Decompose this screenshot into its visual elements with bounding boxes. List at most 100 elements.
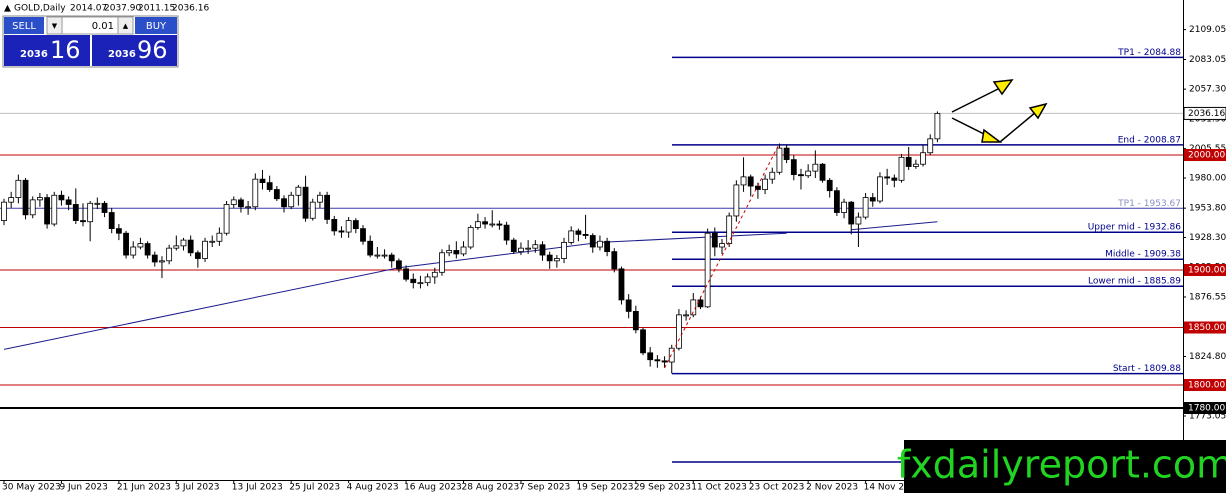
candle-body: [482, 221, 488, 225]
candle-body: [503, 224, 510, 241]
candle-body: [295, 186, 302, 196]
arrow-head: [992, 79, 1014, 96]
sell-price-box[interactable]: [4, 35, 90, 66]
candle-body: [22, 179, 29, 216]
candle-body: [115, 228, 122, 234]
x-tick-label: 13 Jul 2023: [232, 483, 283, 493]
candle-body: [510, 239, 517, 253]
arrow: [951, 87, 1001, 113]
candle-body: [654, 359, 661, 362]
x-tick-label: 16 Aug 2023: [404, 483, 462, 493]
candle-body: [259, 178, 266, 184]
x-tick-label: 21 Jun 2023: [117, 483, 171, 493]
fib-label: Upper mid - 1932.86: [1088, 223, 1182, 233]
price-tag: [1184, 264, 1226, 277]
candle-body: [58, 194, 65, 201]
buy-button[interactable]: [135, 17, 177, 34]
x-tick-label: 29 Sep 2023: [634, 483, 691, 493]
candle-body: [216, 232, 223, 242]
candle-body: [525, 247, 532, 250]
sell-price-small: 16: [50, 36, 81, 64]
header-open: 2014.07: [70, 4, 107, 14]
header-high: 2037.90: [104, 4, 141, 14]
candle-body: [101, 202, 108, 213]
candle-body: [15, 179, 22, 198]
candle-body: [546, 254, 553, 262]
header-low: 2011.15: [138, 4, 175, 14]
candle-body: [151, 254, 158, 263]
candle-body: [647, 352, 654, 361]
candle-body: [37, 197, 43, 201]
x-tick-label: 11 Oct 2023: [691, 483, 747, 493]
candle-body: [776, 147, 783, 173]
x-tick-label: 19 Sep 2023: [576, 483, 633, 493]
candle-body: [884, 176, 891, 179]
candle-body: [72, 204, 79, 221]
fib-label: TP1 - 2084.88: [1117, 48, 1181, 58]
candle-body: [819, 163, 826, 181]
lot-up[interactable]: [117, 16, 134, 35]
moving-average: [3, 232, 787, 350]
candle-body: [281, 198, 287, 208]
candle-body: [388, 254, 395, 262]
candle-body: [783, 147, 790, 161]
price-tag-label: 1780.00: [1188, 404, 1225, 414]
x-tick-label: 3 Jul 2023: [174, 483, 219, 493]
lot-down-icon: ▼: [52, 22, 58, 30]
candle-body: [877, 176, 883, 202]
candle-body: [833, 190, 840, 213]
price-tag-label: 1900.00: [1188, 266, 1225, 276]
x-tick-label: 9 Jun 2023: [59, 483, 107, 493]
candle-body: [245, 206, 252, 209]
sell-button[interactable]: [4, 17, 44, 34]
candle-body: [676, 314, 682, 349]
candle-body: [417, 282, 424, 285]
candle-body: [87, 202, 94, 223]
fib-label: Middle - 1909.38: [1105, 250, 1181, 260]
candle-body: [1, 201, 7, 221]
candle-body: [302, 186, 309, 219]
candle-body: [683, 314, 689, 317]
candle-body: [589, 235, 596, 248]
moving-average: [851, 221, 938, 231]
candle-body: [668, 347, 675, 363]
sell-price-big: 2036: [20, 49, 48, 60]
y-tick-label: 2057.30: [1189, 85, 1226, 95]
candle-body: [869, 197, 876, 202]
candle-body: [604, 240, 611, 253]
candle-body: [762, 178, 768, 190]
candle-body: [446, 250, 453, 254]
candle-body: [180, 239, 187, 247]
x-tick-label: 7 Sep 2023: [519, 483, 570, 493]
header-icon: ▲: [4, 4, 11, 14]
candle-body: [395, 260, 402, 270]
candle-body: [848, 201, 855, 225]
sell-label: SELL: [12, 21, 36, 32]
candle-body: [44, 197, 50, 225]
price-tag-label: 1850.00: [1188, 323, 1225, 333]
candle-body: [790, 159, 797, 175]
candle-body: [920, 152, 926, 165]
buy-price-box[interactable]: [92, 35, 177, 66]
candle-body: [238, 199, 244, 208]
candle-body: [532, 244, 539, 249]
candle-body: [410, 278, 417, 284]
candle-body: [367, 240, 374, 256]
y-tick-label: 2083.05: [1189, 55, 1226, 65]
candle-body: [137, 243, 144, 248]
candle-body: [740, 176, 747, 186]
candle-body: [719, 243, 725, 248]
candle-body: [194, 252, 201, 259]
candle-body: [424, 276, 431, 284]
candle-body: [912, 163, 919, 167]
candle-body: [381, 254, 388, 257]
candle-body: [252, 178, 259, 208]
lot-up-icon: ▲: [123, 22, 129, 30]
candle-body: [862, 197, 869, 218]
candle-body: [561, 242, 567, 259]
candle-body: [288, 194, 295, 208]
candle-body: [403, 268, 409, 280]
x-tick-label: 14 Nov 2023: [864, 483, 922, 493]
candle-body: [733, 184, 740, 217]
